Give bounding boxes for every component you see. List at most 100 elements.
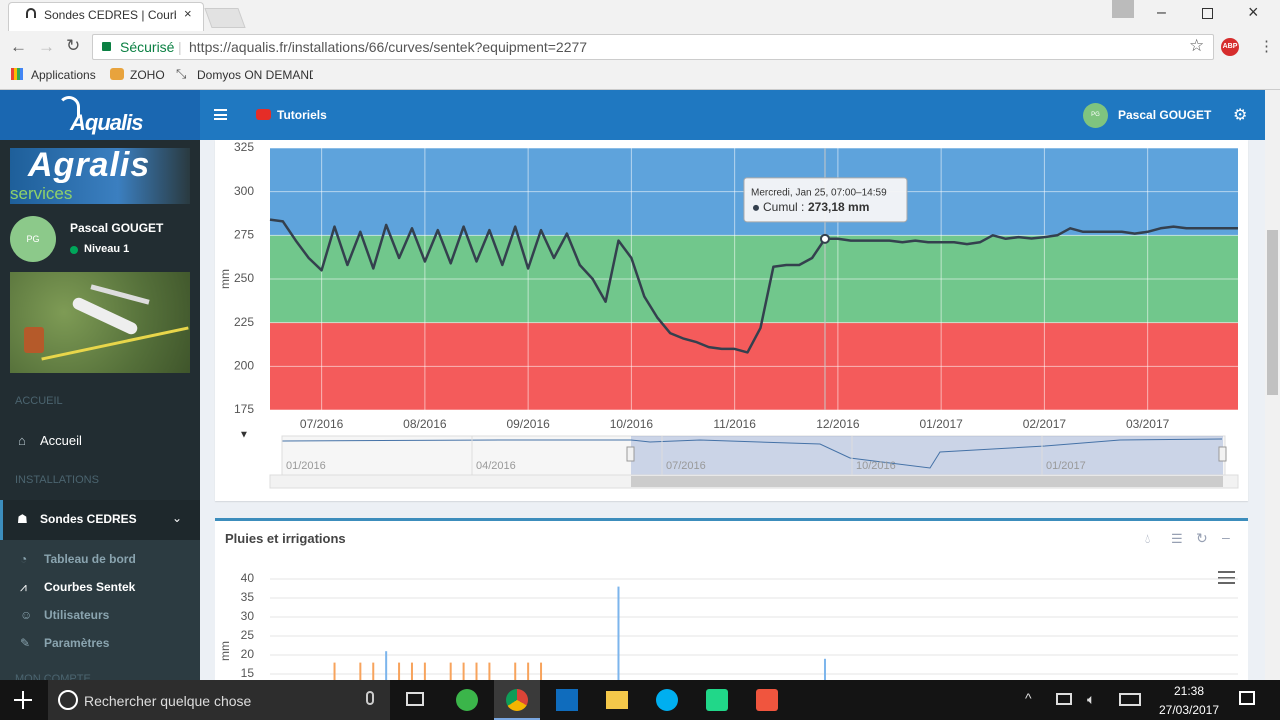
x-tick-label: 09/2016 bbox=[506, 417, 550, 431]
bar bbox=[398, 662, 401, 680]
app-icon[interactable] bbox=[456, 689, 478, 711]
forward[interactable]: → bbox=[38, 37, 55, 56]
bar bbox=[449, 662, 452, 680]
mic[interactable] bbox=[366, 691, 374, 705]
nav-subitem[interactable]: Tableau de bord bbox=[44, 552, 136, 566]
secure-label: Sécurisé bbox=[120, 39, 175, 55]
omnibox[interactable] bbox=[92, 34, 1214, 60]
bar bbox=[823, 658, 826, 680]
bookmark[interactable]: ZOHO bbox=[130, 68, 165, 82]
y-tick-label: 30 bbox=[241, 609, 255, 623]
brand-sub: services bbox=[10, 184, 73, 203]
lock-icon bbox=[102, 42, 111, 51]
search-placeholder: Rechercher quelque chose bbox=[84, 693, 252, 709]
panel-tool[interactable]: ☰ bbox=[1171, 531, 1183, 546]
app-icon[interactable] bbox=[506, 689, 528, 711]
panel-tool[interactable]: 💧︎ bbox=[1145, 531, 1151, 546]
app-icon[interactable] bbox=[706, 689, 728, 711]
nav-item[interactable]: Sondes CEDRES bbox=[40, 512, 137, 526]
hover-point bbox=[819, 233, 830, 244]
sidebar-toggle[interactable] bbox=[214, 109, 227, 120]
logo[interactable]: Aqualis bbox=[70, 110, 143, 135]
y-tick-label: 300 bbox=[234, 184, 254, 198]
y-tick-label: 15 bbox=[241, 666, 255, 680]
tab[interactable] bbox=[8, 2, 204, 31]
navigator-label: 01/2016 bbox=[286, 460, 326, 472]
y-tick-label: 275 bbox=[234, 228, 254, 242]
scrollbar[interactable] bbox=[1265, 90, 1280, 680]
bar bbox=[514, 662, 517, 680]
nav-icon: ✎ bbox=[20, 636, 31, 650]
app-icon[interactable] bbox=[756, 689, 778, 711]
clock-time[interactable]: 21:38 bbox=[1173, 684, 1205, 698]
settings[interactable]: ⚙ bbox=[1233, 107, 1248, 124]
x-tick-label: 02/2017 bbox=[1023, 417, 1067, 431]
export-menu[interactable] bbox=[1218, 571, 1235, 584]
extension[interactable]: ABP bbox=[1221, 38, 1239, 56]
nav-subitem[interactable]: Utilisateurs bbox=[44, 608, 110, 622]
status-dot bbox=[70, 246, 78, 254]
nav-item[interactable]: Accueil bbox=[40, 433, 82, 448]
nav-icon: ☗ bbox=[17, 512, 28, 526]
app-icon[interactable] bbox=[656, 689, 678, 711]
bar bbox=[423, 662, 426, 680]
task-view[interactable] bbox=[406, 692, 424, 706]
y-tick-label: 20 bbox=[241, 647, 255, 661]
bar bbox=[359, 662, 362, 680]
tray-icon[interactable] bbox=[1119, 693, 1141, 706]
navigator-series bbox=[281, 438, 1223, 469]
app-icon[interactable] bbox=[556, 689, 578, 711]
tray-icon[interactable] bbox=[1056, 693, 1072, 705]
tray-icon[interactable]: ^ bbox=[1025, 690, 1032, 706]
panel-tool[interactable]: ↻ bbox=[1196, 530, 1208, 546]
bookmark-star[interactable]: ☆ bbox=[1189, 36, 1205, 55]
notifications[interactable] bbox=[1239, 691, 1255, 705]
panel-tool[interactable]: – bbox=[1222, 529, 1230, 545]
user-avatar: PG bbox=[1083, 103, 1108, 128]
profile[interactable] bbox=[1112, 0, 1134, 18]
clock-date[interactable]: 27/03/2017 bbox=[1158, 703, 1220, 717]
bookmark[interactable]: Domyos ON DEMAND bbox=[197, 68, 313, 82]
tab-icon bbox=[26, 8, 36, 18]
tutorials-link[interactable]: Tutoriels bbox=[277, 108, 327, 122]
minimize[interactable]: – bbox=[1157, 4, 1166, 21]
nav-icon: ⩘ bbox=[20, 580, 27, 594]
bar bbox=[462, 662, 465, 680]
navigator-range bbox=[631, 436, 1223, 476]
maximize[interactable] bbox=[1202, 8, 1213, 19]
start-button[interactable] bbox=[14, 691, 32, 709]
back[interactable]: ← bbox=[10, 37, 27, 56]
app-icon[interactable] bbox=[606, 691, 628, 709]
y-tick-label: 40 bbox=[241, 571, 255, 585]
bookmark[interactable]: Applications bbox=[31, 68, 96, 82]
bar bbox=[527, 662, 530, 680]
navigator-label: 07/2016 bbox=[666, 460, 706, 472]
navigator-handle bbox=[1218, 446, 1227, 462]
user-level: Niveau 1 bbox=[84, 243, 130, 255]
tab-close[interactable]: × bbox=[184, 6, 192, 21]
tray-icon[interactable]: 🔈︎ bbox=[1087, 691, 1096, 707]
tooltip-value: 273,18 mm bbox=[808, 200, 869, 214]
x-tick-label: 10/2016 bbox=[610, 417, 654, 431]
bar bbox=[540, 662, 543, 680]
nav-subitem[interactable]: Courbes Sentek bbox=[44, 580, 136, 594]
navigator-label: 10/2016 bbox=[856, 460, 896, 472]
section-header: ACCUEIL bbox=[15, 395, 63, 407]
nav-subitem[interactable]: Paramètres bbox=[44, 636, 110, 650]
line bbox=[269, 218, 1238, 354]
submenu bbox=[0, 540, 200, 680]
reload[interactable]: ↻ bbox=[66, 36, 81, 55]
search-box[interactable] bbox=[48, 680, 390, 720]
y-tick-label: 325 bbox=[234, 140, 254, 154]
y-tick-label: 250 bbox=[234, 271, 254, 285]
menu[interactable]: ⋮ bbox=[1259, 38, 1274, 55]
close[interactable]: × bbox=[1248, 2, 1259, 22]
navigator bbox=[281, 435, 1226, 477]
y-tick-label: 200 bbox=[234, 359, 254, 373]
home-icon: ⌂ bbox=[18, 433, 26, 448]
x-tick-label: 12/2016 bbox=[816, 417, 860, 431]
y-axis-label: mm bbox=[218, 641, 232, 661]
y-tick-label: 25 bbox=[241, 628, 255, 642]
user-name[interactable]: Pascal GOUGET bbox=[1118, 108, 1212, 122]
